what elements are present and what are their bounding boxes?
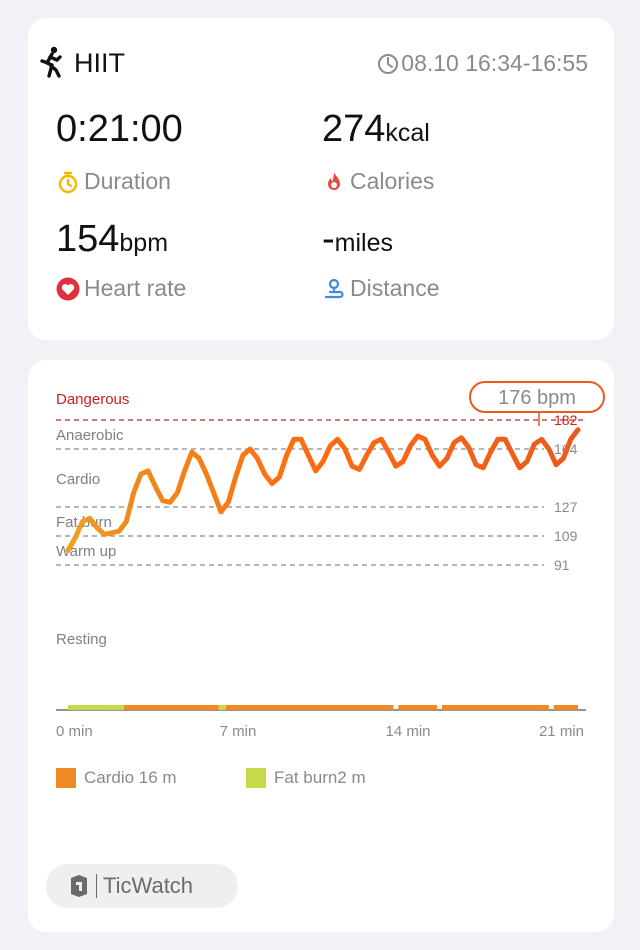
x-tick-label: 21 min: [539, 723, 584, 740]
legend-swatch: [246, 768, 266, 788]
zone-bar-segment: [398, 705, 438, 710]
calories-value: 274kcal: [322, 108, 430, 150]
legend-swatch: [56, 768, 76, 788]
workout-title: HIIT: [74, 48, 125, 78]
heart-rate-line: [65, 427, 581, 553]
zone-bar-segment: [442, 705, 549, 710]
heart-rate-label: Heart rate: [56, 275, 186, 302]
zone-label: Cardio: [56, 471, 100, 488]
workout-time-range: 08.10 16:34-16:55: [377, 50, 588, 77]
zone-bar-segment: [225, 705, 394, 710]
zone-bar-segment: [218, 705, 226, 710]
heart-rate-chart-card: Dangerous 182 Anaerobic 164 Cardio 127 Fat bur…: [28, 360, 614, 932]
ticwatch-logo-icon: [71, 875, 87, 897]
time-range-text: 08.10 16:34-16:55: [401, 50, 588, 76]
x-tick-label: 7 min: [220, 723, 257, 740]
duration-label: Duration: [56, 168, 171, 195]
distance-label: Distance: [322, 275, 439, 302]
brand-label: TicWatch: [103, 873, 194, 898]
heart-rate-value: 154bpm: [56, 218, 169, 260]
stopwatch-icon: [58, 171, 78, 193]
calories-label: Calories: [322, 168, 434, 195]
heart-icon: [56, 277, 80, 300]
zone-threshold-label: 91: [554, 557, 570, 573]
zone-label: Dangerous: [56, 391, 129, 408]
route-icon: [324, 278, 344, 298]
zone-bar-segment: [68, 705, 124, 710]
x-tick-label: 0 min: [56, 723, 93, 740]
zone-label: Resting: [56, 631, 107, 648]
max-bpm-label: 176 bpm: [498, 387, 576, 409]
legend-item-cardio: Cardio 16 m: [56, 768, 177, 788]
zone-threshold-label: 127: [554, 499, 578, 515]
workout-summary-card: HIIT 08.10 16:34-16:55 0:21:00 Duration …: [28, 18, 614, 340]
zone-label: Anaerobic: [56, 427, 124, 444]
brand-separator: [96, 874, 97, 898]
max-bpm-badge: [469, 381, 605, 413]
running-person-icon: [40, 46, 62, 78]
zone-bar-segment: [123, 705, 219, 710]
zone-threshold-label: 182: [554, 412, 578, 428]
zone-threshold-label: 109: [554, 528, 578, 544]
duration-value: 0:21:00: [56, 108, 183, 150]
legend-item-fat-burn: Fat burn2 m: [246, 768, 366, 788]
zone-bar-segment: [553, 705, 578, 710]
zone-label: Warm up: [56, 543, 116, 560]
clock-icon: [378, 53, 399, 74]
distance-value: -miles: [322, 218, 393, 260]
flame-icon: [328, 171, 340, 190]
x-tick-label: 14 min: [385, 723, 430, 740]
ticwatch-brand-badge[interactable]: TicWatch: [46, 864, 238, 908]
